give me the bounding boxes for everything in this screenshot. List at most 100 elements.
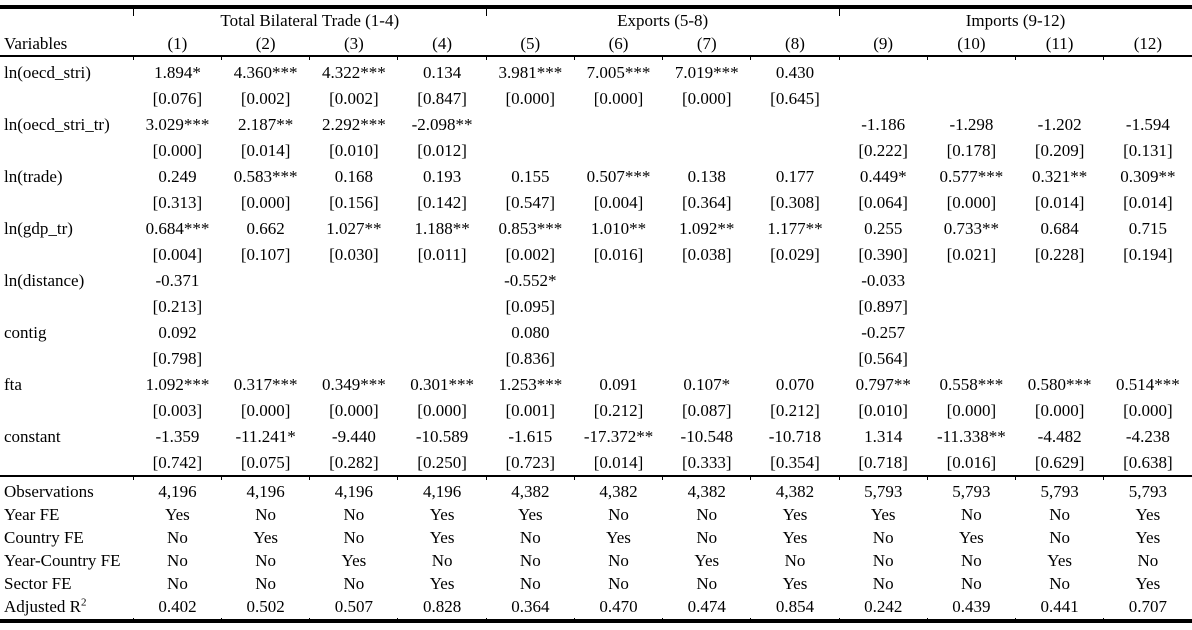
summary-cell: 0.441 <box>1040 596 1079 616</box>
pvalue-cell <box>486 138 574 164</box>
summary-cell: 5,793 <box>864 481 903 501</box>
coefficient-cell <box>663 112 751 138</box>
summary-body: Observations 4,196 4,196 4,196 4,196 4,382 4,3… <box>0 480 1192 618</box>
coefficient-cell <box>927 268 1015 294</box>
pvalue-cell: [0.001] <box>505 401 556 420</box>
variable-label-spacer <box>0 86 133 112</box>
pvalue-cell: [0.000] <box>240 401 291 420</box>
variable-label: ln(distance) <box>4 271 85 290</box>
pvalue-cell: [0.004] <box>152 245 203 264</box>
header-rule <box>0 55 1192 60</box>
summary-cell: No <box>167 550 188 570</box>
coefficient-cell <box>1016 268 1104 294</box>
summary-rule <box>0 475 1192 480</box>
pvalue-cell: [0.723] <box>505 452 556 472</box>
column-header: (6) <box>608 33 629 53</box>
pvalue-cell: [0.087] <box>681 401 732 420</box>
pvalue-cell <box>310 294 398 320</box>
pvalue-cell: [0.107] <box>240 245 291 264</box>
summary-cell: 0.402 <box>158 596 197 616</box>
summary-cell: No <box>961 550 982 570</box>
pvalue-cell: [0.016] <box>946 452 997 472</box>
pvalue-cell: [0.095] <box>505 297 556 316</box>
summary-cell: No <box>872 550 894 570</box>
pvalue-cell: [0.012] <box>417 141 467 160</box>
summary-cell: 4,196 <box>422 481 462 501</box>
summary-label: Sector FE <box>4 573 72 593</box>
coefficient-cell: -0.033 <box>861 271 906 290</box>
summary-cell: No <box>696 573 718 593</box>
pvalue-row: [0.003] [0.000] [0.000] [0.000] [0.001] [0.21… <box>0 398 1192 424</box>
coefficient-cell: 0.349*** <box>322 375 386 394</box>
pvalue-cell <box>751 346 839 372</box>
coefficient-cell: -1.615 <box>508 427 553 446</box>
coefficient-cell: 0.321** <box>1032 167 1088 186</box>
summary-cell: No <box>1049 504 1071 524</box>
summary-cell: No <box>167 573 188 593</box>
summary-cell: No <box>1049 527 1071 547</box>
summary-cell: Yes <box>429 573 455 593</box>
pvalue-cell: [0.030] <box>329 245 379 264</box>
coefficient-cell <box>927 60 1015 86</box>
pvalue-cell: [0.390] <box>858 245 908 264</box>
pvalue-cell <box>310 346 398 372</box>
coefficient-cell <box>751 112 839 138</box>
coefficient-cell: 0.449* <box>859 167 907 186</box>
pvalue-cell: [0.064] <box>858 193 908 212</box>
coefficient-cell: -1.298 <box>949 115 994 134</box>
pvalue-cell: [0.638] <box>1123 452 1173 472</box>
pvalue-cell: [0.308] <box>770 193 820 212</box>
summary-row: Country FE No Yes No Yes No Yes No Yes No Yes No Yes <box>0 526 1192 549</box>
pvalue-cell: [0.742] <box>152 452 203 472</box>
coefficient-cell <box>398 268 486 294</box>
regression-results-table: Total Bilateral Trade (1-4) Exports (5-8… <box>0 5 1192 623</box>
coefficient-cell: -4.482 <box>1037 427 1082 446</box>
coefficient-cell <box>574 320 662 346</box>
coefficient-cell: 1.010** <box>590 219 647 238</box>
coefficient-cell: -11.338** <box>937 427 1006 446</box>
pvalue-cell: [0.798] <box>152 349 203 368</box>
coefficient-cell: -1.202 <box>1037 115 1082 134</box>
pvalue-cell: [0.131] <box>1123 141 1173 160</box>
summary-cell: Yes <box>429 527 455 547</box>
pvalue-cell <box>398 346 486 372</box>
summary-cell: 5,793 <box>1128 481 1167 501</box>
summary-label: Year FE <box>4 504 60 524</box>
coefficient-cell: 3.981*** <box>498 63 563 82</box>
coefficient-row: ln(trade) 0.249 0.583*** 0.168 0.193 0.155 0.5… <box>0 164 1192 190</box>
pvalue-cell <box>751 138 839 164</box>
variable-label: ln(oecd_stri_tr) <box>4 115 110 134</box>
coefficient-cell: 0.580*** <box>1027 375 1092 394</box>
column-header: (5) <box>520 33 541 53</box>
variable-label-spacer <box>0 138 133 164</box>
pvalue-cell: [0.000] <box>946 401 997 420</box>
summary-cell: No <box>1137 550 1159 570</box>
pvalue-cell: [0.000] <box>593 89 644 108</box>
summary-cell: No <box>696 504 718 524</box>
pvalue-row: [0.213] [0.095] [0.897] <box>0 294 1192 320</box>
pvalue-cell <box>839 86 927 112</box>
variable-label-spacer <box>0 398 133 424</box>
summary-cell: No <box>519 550 541 570</box>
summary-cell: No <box>167 527 188 547</box>
coefficient-cell: 1.894* <box>154 63 201 82</box>
summary-cell: 0.242 <box>864 596 903 616</box>
pvalue-cell: [0.003] <box>152 401 203 420</box>
coefficient-cell: 0.684*** <box>145 219 210 238</box>
coefficient-cell: 1.314 <box>864 427 903 446</box>
summary-cell: No <box>608 573 629 593</box>
summary-cell: 0.502 <box>246 596 285 616</box>
pvalue-cell: [0.564] <box>858 349 908 368</box>
summary-cell: No <box>608 504 629 524</box>
coefficient-cell <box>486 112 574 138</box>
coefficient-cell: 0.514*** <box>1115 375 1180 394</box>
coefficient-cell: 0.249 <box>158 167 197 186</box>
coefficients-body: ln(oecd_stri) 1.894* 4.360*** 4.322*** 0.134… <box>0 60 1192 476</box>
coefficient-cell: 0.309** <box>1120 167 1176 186</box>
variable-label-spacer <box>0 242 133 268</box>
coefficient-cell <box>222 320 310 346</box>
pvalue-cell: [0.000] <box>1034 401 1085 420</box>
coefficient-cell: 0.155 <box>511 167 550 186</box>
pvalue-cell: [0.038] <box>681 245 732 264</box>
